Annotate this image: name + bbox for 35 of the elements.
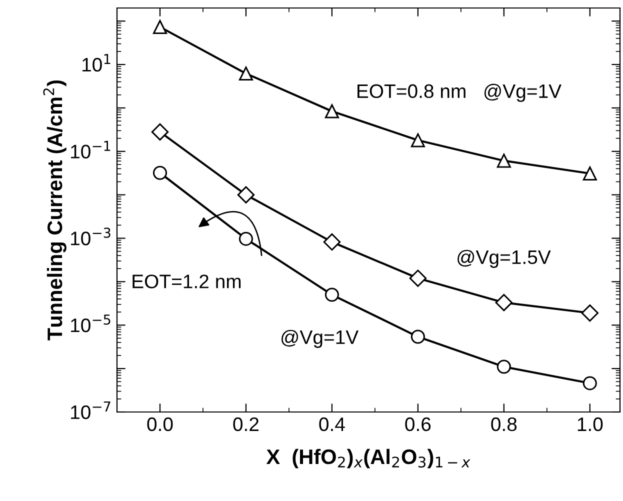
point (152, 166, 168, 180)
point (152, 20, 168, 34)
point (324, 104, 339, 118)
x-tick-label: 0.4 (319, 417, 345, 432)
point (496, 360, 511, 374)
x-tick-label: 0.0 (147, 417, 173, 432)
point (496, 154, 511, 168)
point (324, 288, 339, 302)
y-axis-title: Tunneling Current (A/cm$^{2}$) (43, 80, 66, 340)
point (410, 133, 425, 148)
y-tick-label: 10$^{−5}$ (71, 314, 110, 332)
x-tick-label: 0.2 (233, 417, 259, 432)
point (410, 330, 425, 344)
x-tick-label: 0.6 (405, 417, 431, 432)
annotation: @Vg=1V (282, 330, 359, 348)
point (151, 123, 169, 141)
point (409, 270, 427, 287)
x-tick-label: 0.8 (491, 417, 517, 432)
y-tick-label: 10$^{−3}$ (71, 228, 110, 246)
annotation: EOT=0.8 nm @Vg=1V (358, 84, 562, 102)
y-tick-label: 10$^{−7}$ (71, 402, 110, 420)
x-tick-label: 1.0 (578, 417, 603, 432)
point (238, 232, 253, 246)
annotation: @Vg=1.5V (458, 250, 551, 268)
annotation: EOT=1.2 nm (132, 274, 241, 288)
point (581, 304, 599, 322)
point (582, 376, 597, 390)
y-tick-label: 10$^{−1}$ (71, 140, 110, 158)
point (238, 66, 253, 81)
point (495, 294, 513, 312)
point (582, 166, 597, 180)
y-tick-label: 10$^{1}$ (82, 54, 110, 72)
text: X (HfO$_{2}$)$_{x}$(Al$_{2}$O$_{3}$)$_{1−x}$ (266, 448, 470, 468)
point (323, 233, 341, 251)
point (237, 186, 255, 204)
